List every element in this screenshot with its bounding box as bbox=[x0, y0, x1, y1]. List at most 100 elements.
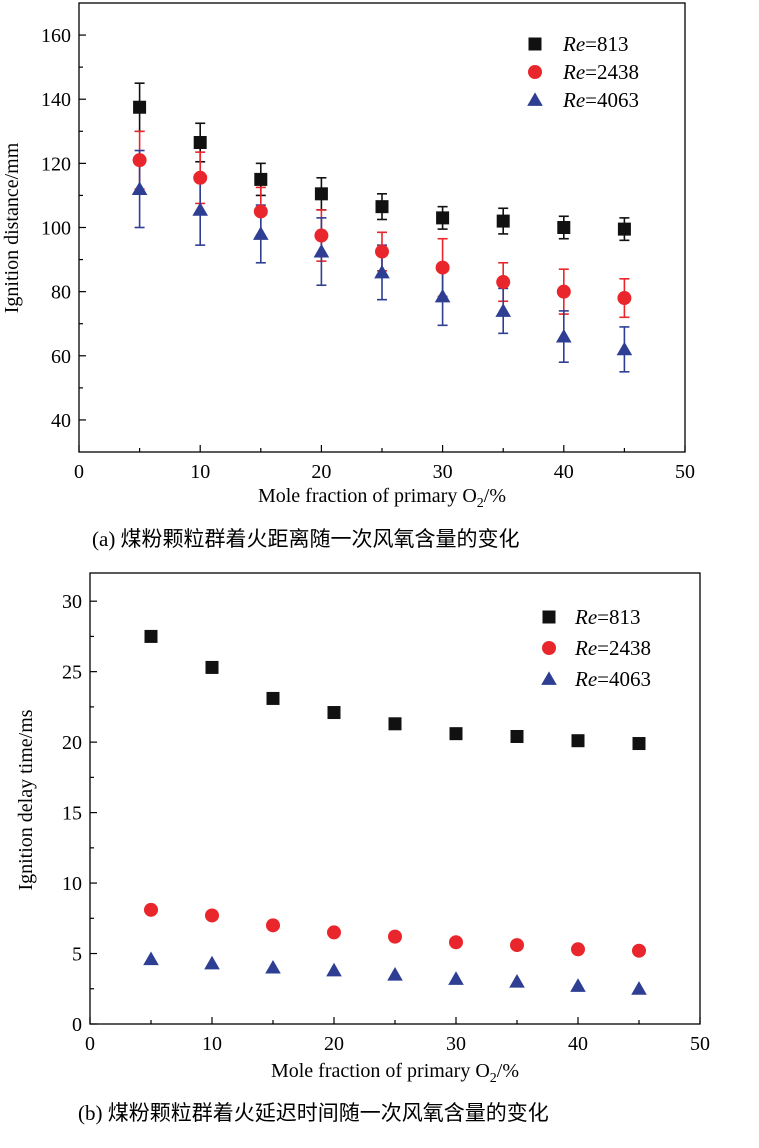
a-point-series2-1: Re=4063: 105.5 bbox=[192, 202, 208, 216]
b-x-axis-label-tail: /% bbox=[497, 1060, 519, 1082]
a-errorbars bbox=[134, 82, 630, 373]
a-x-axis-label-main: Mole fraction of primary O bbox=[258, 485, 477, 507]
a-y-axis-label: Ignition distance/mm bbox=[1, 142, 23, 313]
b-legend-label-0: Re=813 bbox=[574, 605, 641, 629]
b-x-tick-label: 10 bbox=[202, 1033, 222, 1055]
b-x-tick-label: 40 bbox=[568, 1033, 588, 1055]
a-x-tick-label: 10 bbox=[190, 461, 210, 483]
b-y-tick-label: 0 bbox=[72, 1014, 82, 1036]
b-y-tick-label: 30 bbox=[62, 591, 82, 613]
a-point-series2-2: Re=4063: 98 bbox=[253, 226, 269, 240]
b-x-axis-label-main: Mole fraction of primary O bbox=[271, 1060, 490, 1082]
a-x-tick-label: 0 bbox=[74, 461, 84, 483]
a-y-tick-label: 160 bbox=[41, 25, 71, 47]
a-legend-label-italic: Re bbox=[562, 60, 585, 84]
a-point-series0-2: Re=813: 115 bbox=[254, 172, 268, 186]
b-point-series1-0: Re=2438: 8.1 bbox=[144, 902, 158, 917]
b-point-series0-2: Re=813: 23.1 bbox=[266, 691, 280, 705]
b-y-tick-label: 25 bbox=[62, 662, 82, 684]
a-y-tick-label: 140 bbox=[41, 89, 71, 111]
a-point-series1-6: Re=2438: 83 bbox=[496, 275, 511, 290]
b-caption: (b) 煤粉颗粒群着火延迟时间随一次风氧含量的变化 bbox=[78, 1101, 549, 1125]
b-legend-marker-1 bbox=[542, 641, 556, 655]
b-y-axis-label: Ignition delay time/ms bbox=[15, 709, 37, 890]
a-point-series0-6: Re=813: 102 bbox=[496, 214, 510, 228]
b-legend-label-rest: =813 bbox=[597, 605, 640, 629]
b-legend-label-rest: =2438 bbox=[597, 636, 651, 660]
b-point-series2-4: Re=4063: 3.5 bbox=[387, 967, 403, 981]
b-y-tick-label: 5 bbox=[72, 944, 82, 966]
a-caption: (a) 煤粉颗粒群着火距离随一次风氧含量的变化 bbox=[92, 527, 520, 551]
b-point-series0-3: Re=813: 22.1 bbox=[327, 706, 341, 720]
b-point-series2-0: Re=4063: 4.6 bbox=[143, 951, 159, 966]
a-point-series2-6: Re=4063: 74 bbox=[495, 303, 511, 317]
a-point-series2-0: Re=4063: 112 bbox=[131, 181, 148, 195]
a-point-series0-4: Re=813: 106.5 bbox=[375, 200, 389, 214]
a-x-axis-label: Mole fraction of primary O2/% bbox=[258, 485, 506, 511]
a-point-series2-7: Re=4063: 66 bbox=[556, 328, 572, 343]
b-point-series0-7: Re=813: 20.1 bbox=[571, 734, 585, 748]
b-y-tick-label: 20 bbox=[62, 732, 82, 754]
b-ticks: 0 10 20 30 40 50 0 5 10 15 20 25 30 bbox=[62, 591, 710, 1055]
panel-a: 0 10 20 30 40 50 40 60 80 100 120 140 160 Re=813: 13… bbox=[1, 2, 695, 551]
a-point-series1-0: Re=2438: 121 bbox=[132, 153, 147, 168]
a-legend-label-1: Re=2438 bbox=[562, 60, 639, 84]
a-point-series0-5: Re=813: 103 bbox=[436, 211, 450, 225]
a-point-series2-8: Re=4063: 62 bbox=[616, 341, 633, 356]
b-legend-label-italic: Re bbox=[574, 636, 597, 660]
a-x-axis-label-tail: /% bbox=[484, 485, 506, 507]
b-point-series0-8: Re=813: 19.9 bbox=[632, 737, 646, 751]
a-ticks: 0 10 20 30 40 50 40 60 80 100 120 140 160 bbox=[41, 25, 695, 483]
b-point-series2-5: Re=4063: 3.2 bbox=[448, 971, 464, 985]
a-legend-marker-1 bbox=[528, 65, 542, 79]
b-point-series2-1: Re=4063: 4.3 bbox=[204, 955, 220, 970]
a-point-series0-7: Re=813: 100 bbox=[557, 221, 571, 234]
a-x-tick-label: 50 bbox=[675, 461, 695, 483]
b-legend-label-rest: =4063 bbox=[597, 667, 651, 691]
b-legend-label-italic: Re bbox=[574, 605, 597, 629]
b-point-series1-2: Re=2438: 7 bbox=[266, 918, 280, 933]
b-point-series0-5: Re=813: 20.6 bbox=[449, 727, 463, 741]
b-point-series2-7: Re=4063: 2.7 bbox=[570, 978, 586, 992]
a-point-series2-3: Re=4063: 92.5 bbox=[313, 243, 330, 258]
a-point-series1-5: Re=2438: 87.5 bbox=[435, 260, 450, 275]
a-y-tick-label: 60 bbox=[51, 346, 71, 368]
a-x-tick-label: 40 bbox=[554, 461, 574, 483]
b-x-axis-label-sub: 2 bbox=[490, 1071, 497, 1086]
b-legend-label-1: Re=2438 bbox=[574, 636, 651, 660]
b-legend-label-italic: Re bbox=[574, 667, 597, 691]
a-point-series2-5: Re=4063: 78.5 bbox=[434, 288, 451, 303]
b-point-series0-4: Re=813: 21.3 bbox=[388, 717, 402, 731]
b-point-series0-1: Re=813: 25.3 bbox=[205, 660, 219, 674]
b-legend-marker-2 bbox=[541, 671, 557, 685]
a-point-series1-8: Re=2438: 78 bbox=[617, 291, 632, 306]
a-y-tick-label: 40 bbox=[51, 410, 71, 432]
b-point-series1-8: Re=2438: 5.2 bbox=[632, 943, 646, 958]
b-x-axis-label: Mole fraction of primary O2/% bbox=[271, 1060, 519, 1086]
a-legend-label-2: Re=4063 bbox=[562, 88, 639, 112]
a-point-series0-8: Re=813: 99.5 bbox=[617, 222, 631, 236]
a-legend-label-rest: =4063 bbox=[585, 88, 639, 112]
b-point-series1-5: Re=2438: 5.8 bbox=[449, 935, 463, 950]
a-point-series0-0: Re=813: 137.5 bbox=[133, 100, 147, 114]
a-x-tick-label: 20 bbox=[311, 461, 331, 483]
a-y-tick-label: 80 bbox=[51, 282, 71, 304]
a-point-series2-4: Re=4063: 86 bbox=[374, 264, 390, 279]
b-x-tick-label: 0 bbox=[85, 1033, 95, 1055]
b-point-series2-3: Re=4063: 3.8 bbox=[326, 962, 342, 977]
a-legend-marker-0 bbox=[528, 37, 542, 51]
a-point-series0-1: Re=813: 126.5 bbox=[193, 136, 207, 150]
a-points: Re=813: 137.5 Re=813: 126.5 Re=813: 115 Re=… bbox=[131, 100, 633, 356]
a-x-axis-label-sub: 2 bbox=[477, 496, 484, 511]
a-legend-marker-2 bbox=[527, 92, 543, 106]
a-point-series1-2: Re=2438: 105 bbox=[253, 204, 268, 219]
a-point-series1-7: Re=2438: 80 bbox=[556, 284, 571, 299]
a-point-series1-1: Re=2438: 115.5 bbox=[193, 170, 208, 185]
b-point-series1-4: Re=2438: 6.2 bbox=[388, 929, 402, 944]
b-point-series2-8: Re=4063: 2.5 bbox=[631, 981, 647, 995]
a-legend-label-italic: Re bbox=[562, 32, 585, 56]
